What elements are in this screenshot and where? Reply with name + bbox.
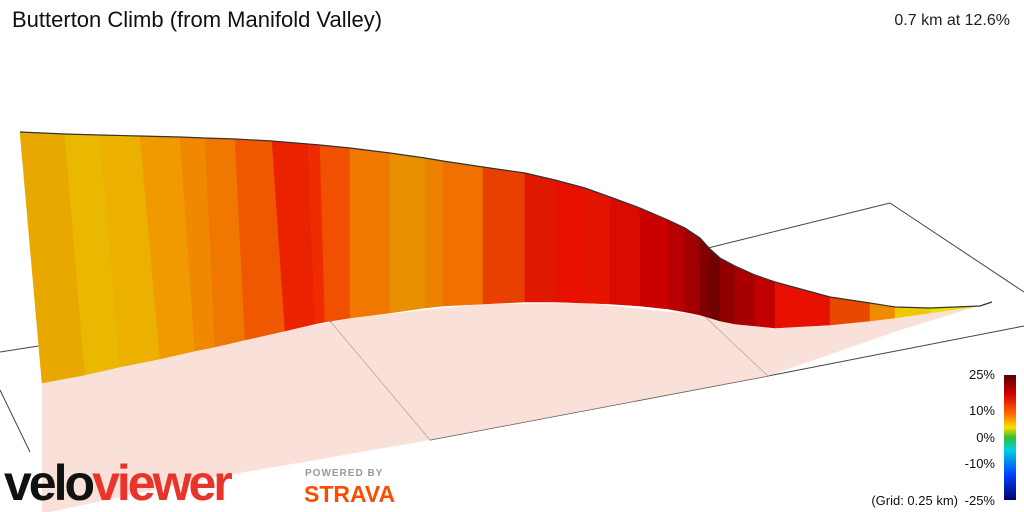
wall-segment bbox=[734, 265, 756, 327]
wall-segment bbox=[639, 207, 669, 310]
wall-segment bbox=[442, 160, 484, 307]
powered-by: POWERED BY bbox=[305, 468, 383, 479]
legend-label: 10% bbox=[969, 403, 995, 418]
legend-label: 0% bbox=[976, 430, 995, 445]
wall-segment bbox=[389, 152, 426, 314]
title: Butterton Climb (from Manifold Valley) bbox=[12, 7, 382, 32]
wall-segment bbox=[829, 296, 871, 326]
wall-segment bbox=[709, 248, 721, 322]
wall-segment bbox=[754, 274, 776, 329]
wall-segment bbox=[699, 237, 711, 319]
wall-segment bbox=[524, 172, 556, 303]
wall-top-edge bbox=[19, 131, 993, 309]
wall-segment bbox=[719, 257, 736, 325]
legend-label: 25% bbox=[969, 367, 995, 382]
logo-left: velo bbox=[4, 455, 94, 511]
wall-segment bbox=[319, 144, 351, 323]
summary: 0.7 km at 12.6% bbox=[894, 12, 1010, 29]
wall-segment bbox=[584, 187, 611, 305]
wall-segment bbox=[424, 157, 444, 309]
wall-segment bbox=[349, 147, 391, 319]
gradient-colorbar bbox=[1004, 375, 1016, 500]
elevation-wall bbox=[19, 131, 993, 384]
legend-label: -10% bbox=[965, 456, 996, 471]
wall-segment bbox=[482, 166, 526, 305]
logo-right: viewer bbox=[92, 455, 232, 511]
wall-segment bbox=[869, 302, 896, 322]
legend: 25% 10% 0% -10% -25% bbox=[965, 367, 996, 508]
legend-label: -25% bbox=[965, 493, 996, 508]
wall-segment bbox=[684, 227, 701, 316]
wall-segment bbox=[667, 219, 686, 313]
wall-segment bbox=[609, 196, 641, 307]
strava-logo: STRAVA bbox=[304, 481, 395, 507]
wall-segment bbox=[554, 179, 586, 304]
reflection bbox=[42, 302, 992, 512]
logo: veloviewer bbox=[4, 455, 232, 511]
grid-note: (Grid: 0.25 km) bbox=[871, 493, 958, 508]
